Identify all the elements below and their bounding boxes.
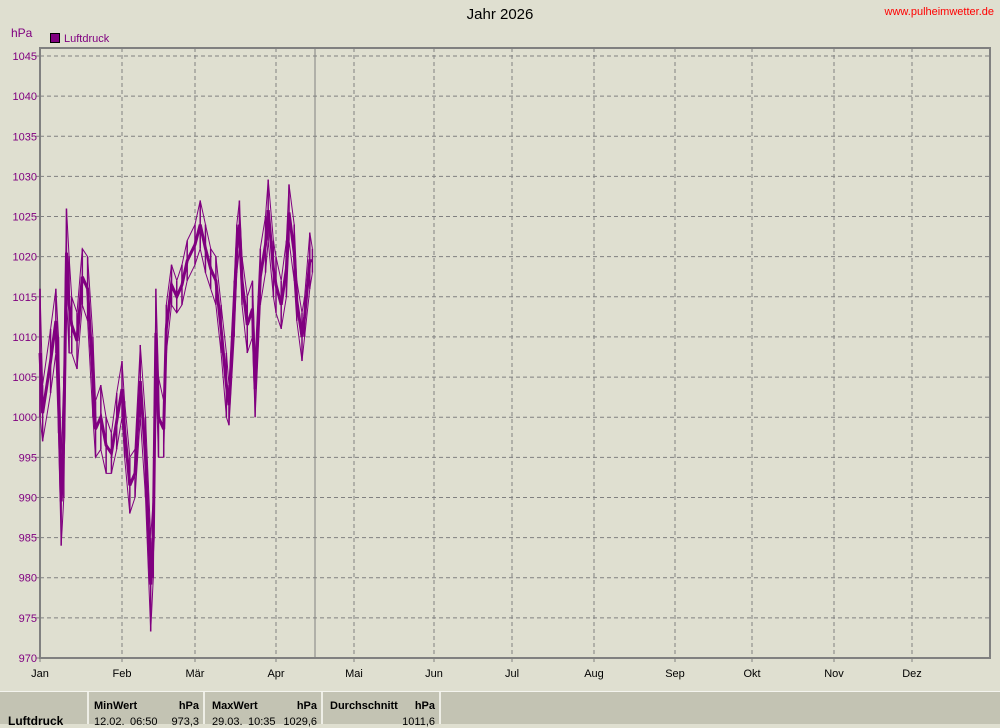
min-value: 973,3 (171, 716, 199, 728)
stats-table: Luftdruck MinWert hPa 12.02. 06:50 973,3… (0, 691, 1000, 728)
series-min-line (39, 240, 313, 632)
series-max-line (39, 179, 313, 538)
x-tick-label: Mai (345, 668, 363, 680)
x-tick-label: Sep (665, 668, 685, 680)
min-cell: MinWert hPa 12.02. 06:50 973,3 (89, 692, 205, 728)
y-tick-label: 1045 (13, 51, 37, 63)
avg-cell: Durchschnitt hPa 1011,6 (323, 692, 441, 728)
max-header: MaxWert (212, 700, 258, 712)
y-tick-label: 1000 (13, 412, 37, 424)
y-tick-label: 1015 (13, 292, 37, 304)
y-tick-label: 1025 (13, 212, 37, 224)
min-header: MinWert (94, 700, 138, 712)
avg-unit: hPa (414, 700, 435, 712)
y-tick-label: 1005 (13, 372, 37, 384)
y-tick-label: 970 (19, 653, 37, 665)
x-tick-label: Nov (824, 668, 844, 680)
x-tick-label: Jan (31, 668, 49, 680)
x-tick-label: Mär (186, 668, 205, 680)
chart-title: Jahr 2026 (466, 6, 534, 23)
x-tick-label: Feb (113, 668, 132, 680)
y-tick-label: 1030 (13, 171, 37, 183)
y-tick-label: 985 (19, 533, 37, 545)
series-line (38, 209, 313, 585)
pressure-chart: 970 975 980 985 990 995 1000 1005 1010 1015 1020 10… (11, 26, 991, 680)
x-tick-label: Aug (584, 668, 604, 680)
x-tick-label: Okt (743, 668, 760, 680)
y-tick-label: 980 (19, 573, 37, 585)
x-tick-label: Apr (267, 668, 284, 680)
avg-value: 1011,6 (402, 716, 435, 728)
stats-label-cell: Luftdruck (0, 692, 89, 728)
y-tick-label: 1035 (13, 131, 37, 143)
stats-label: Luftdruck (8, 714, 64, 728)
min-date: 12.02. (94, 716, 125, 728)
x-tick-label: Jul (505, 668, 519, 680)
min-time: 06:50 (130, 716, 158, 728)
legend-swatch (50, 33, 60, 43)
x-tick-label: Jun (425, 668, 443, 680)
y-tick-label: 1020 (13, 252, 37, 264)
max-time: 10:35 (248, 716, 276, 728)
y-tick-label: 975 (19, 613, 37, 625)
max-cell: MaxWert hPa 29.03. 10:35 1029,6 (205, 692, 323, 728)
avg-header: Durchschnitt (330, 700, 398, 712)
max-unit: hPa (296, 700, 317, 712)
website-link[interactable]: www.pulheimwetter.de (884, 6, 994, 18)
y-tick-label: 995 (19, 452, 37, 464)
max-date: 29.03. (212, 716, 243, 728)
legend-label: Luftdruck (64, 33, 110, 45)
min-unit: hPa (178, 700, 199, 712)
plot-frame (39, 47, 991, 659)
max-value: 1029,6 (283, 716, 317, 728)
y-tick-label: 1040 (13, 91, 37, 103)
x-tick-label: Dez (902, 668, 922, 680)
y-axis-unit: hPa (11, 26, 33, 40)
y-tick-label: 1010 (13, 332, 37, 344)
y-tick-label: 990 (19, 492, 37, 504)
